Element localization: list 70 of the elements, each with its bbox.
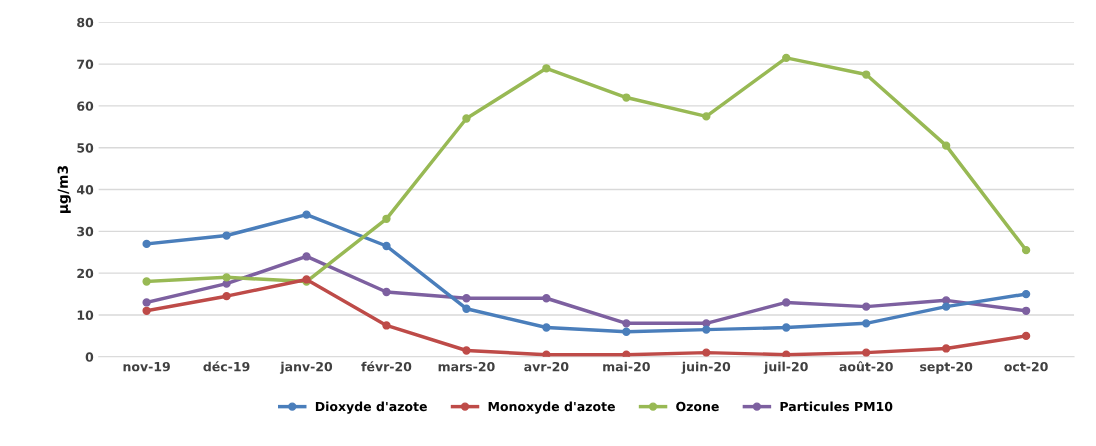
point	[941, 344, 951, 353]
legend-label: Monoxyde d'azote	[488, 401, 615, 414]
point	[1021, 289, 1031, 299]
point	[302, 210, 311, 219]
x-tick-label: mai-20	[603, 361, 650, 372]
point	[382, 241, 391, 251]
point	[382, 287, 391, 297]
point	[702, 348, 711, 357]
point	[142, 298, 151, 307]
point	[862, 348, 871, 357]
x-tick-label: mars-20	[438, 361, 495, 372]
point	[142, 306, 151, 315]
x-tick-label: juin-20	[681, 361, 731, 374]
point	[542, 294, 551, 303]
point	[142, 277, 151, 286]
point	[462, 294, 471, 303]
point	[302, 252, 311, 261]
point	[222, 292, 231, 301]
point	[941, 296, 951, 305]
point	[862, 302, 871, 311]
y-axis-title: µg/m3	[57, 165, 71, 214]
y-tick-label: 10	[77, 310, 94, 320]
x-tick-label: déc-19	[203, 361, 250, 372]
point	[142, 239, 151, 249]
point	[462, 346, 471, 355]
y-tick-label: 60	[77, 101, 94, 111]
point	[941, 141, 951, 150]
point	[382, 214, 391, 223]
point	[622, 350, 631, 357]
point	[542, 323, 551, 332]
point	[1021, 246, 1031, 255]
point	[782, 53, 791, 63]
point	[862, 70, 871, 79]
point	[702, 325, 711, 334]
x-tick-label: août-20	[839, 361, 893, 372]
point	[382, 321, 391, 330]
x-tick-label: janv-20	[279, 361, 333, 374]
point	[462, 114, 471, 123]
x-tick-label: oct-20	[1004, 361, 1048, 372]
point	[622, 327, 631, 336]
point	[622, 93, 631, 102]
point	[782, 298, 791, 307]
y-tick-label: 40	[76, 185, 94, 195]
point	[622, 319, 631, 328]
point	[702, 112, 711, 121]
x-tick-label: juil-20	[763, 361, 808, 374]
legend-label: Dioxyde d'azote	[315, 401, 427, 414]
y-tick-label: 50	[77, 143, 94, 153]
y-tick-label: 70	[77, 59, 94, 70]
point	[222, 273, 231, 282]
point	[542, 350, 551, 357]
point	[1021, 331, 1031, 341]
y-tick-label: 0	[85, 352, 94, 362]
point	[462, 304, 471, 313]
x-tick-label: avr-20	[524, 361, 569, 372]
y-tick-label: 30	[77, 226, 94, 237]
point	[1021, 306, 1031, 315]
y-tick-label: 20	[77, 268, 94, 279]
point	[941, 302, 951, 311]
point	[222, 231, 231, 240]
point	[542, 64, 551, 73]
x-tick-label: sept-20	[920, 361, 973, 374]
x-tick-label: nov-19	[123, 361, 170, 372]
point	[782, 323, 791, 332]
point	[862, 319, 871, 328]
point	[782, 350, 791, 357]
legend-label: Particules PM10	[780, 401, 893, 412]
x-tick-label: févr-20	[361, 361, 412, 372]
y-tick-label: 80	[77, 17, 94, 28]
legend-label: Ozone	[676, 401, 719, 412]
